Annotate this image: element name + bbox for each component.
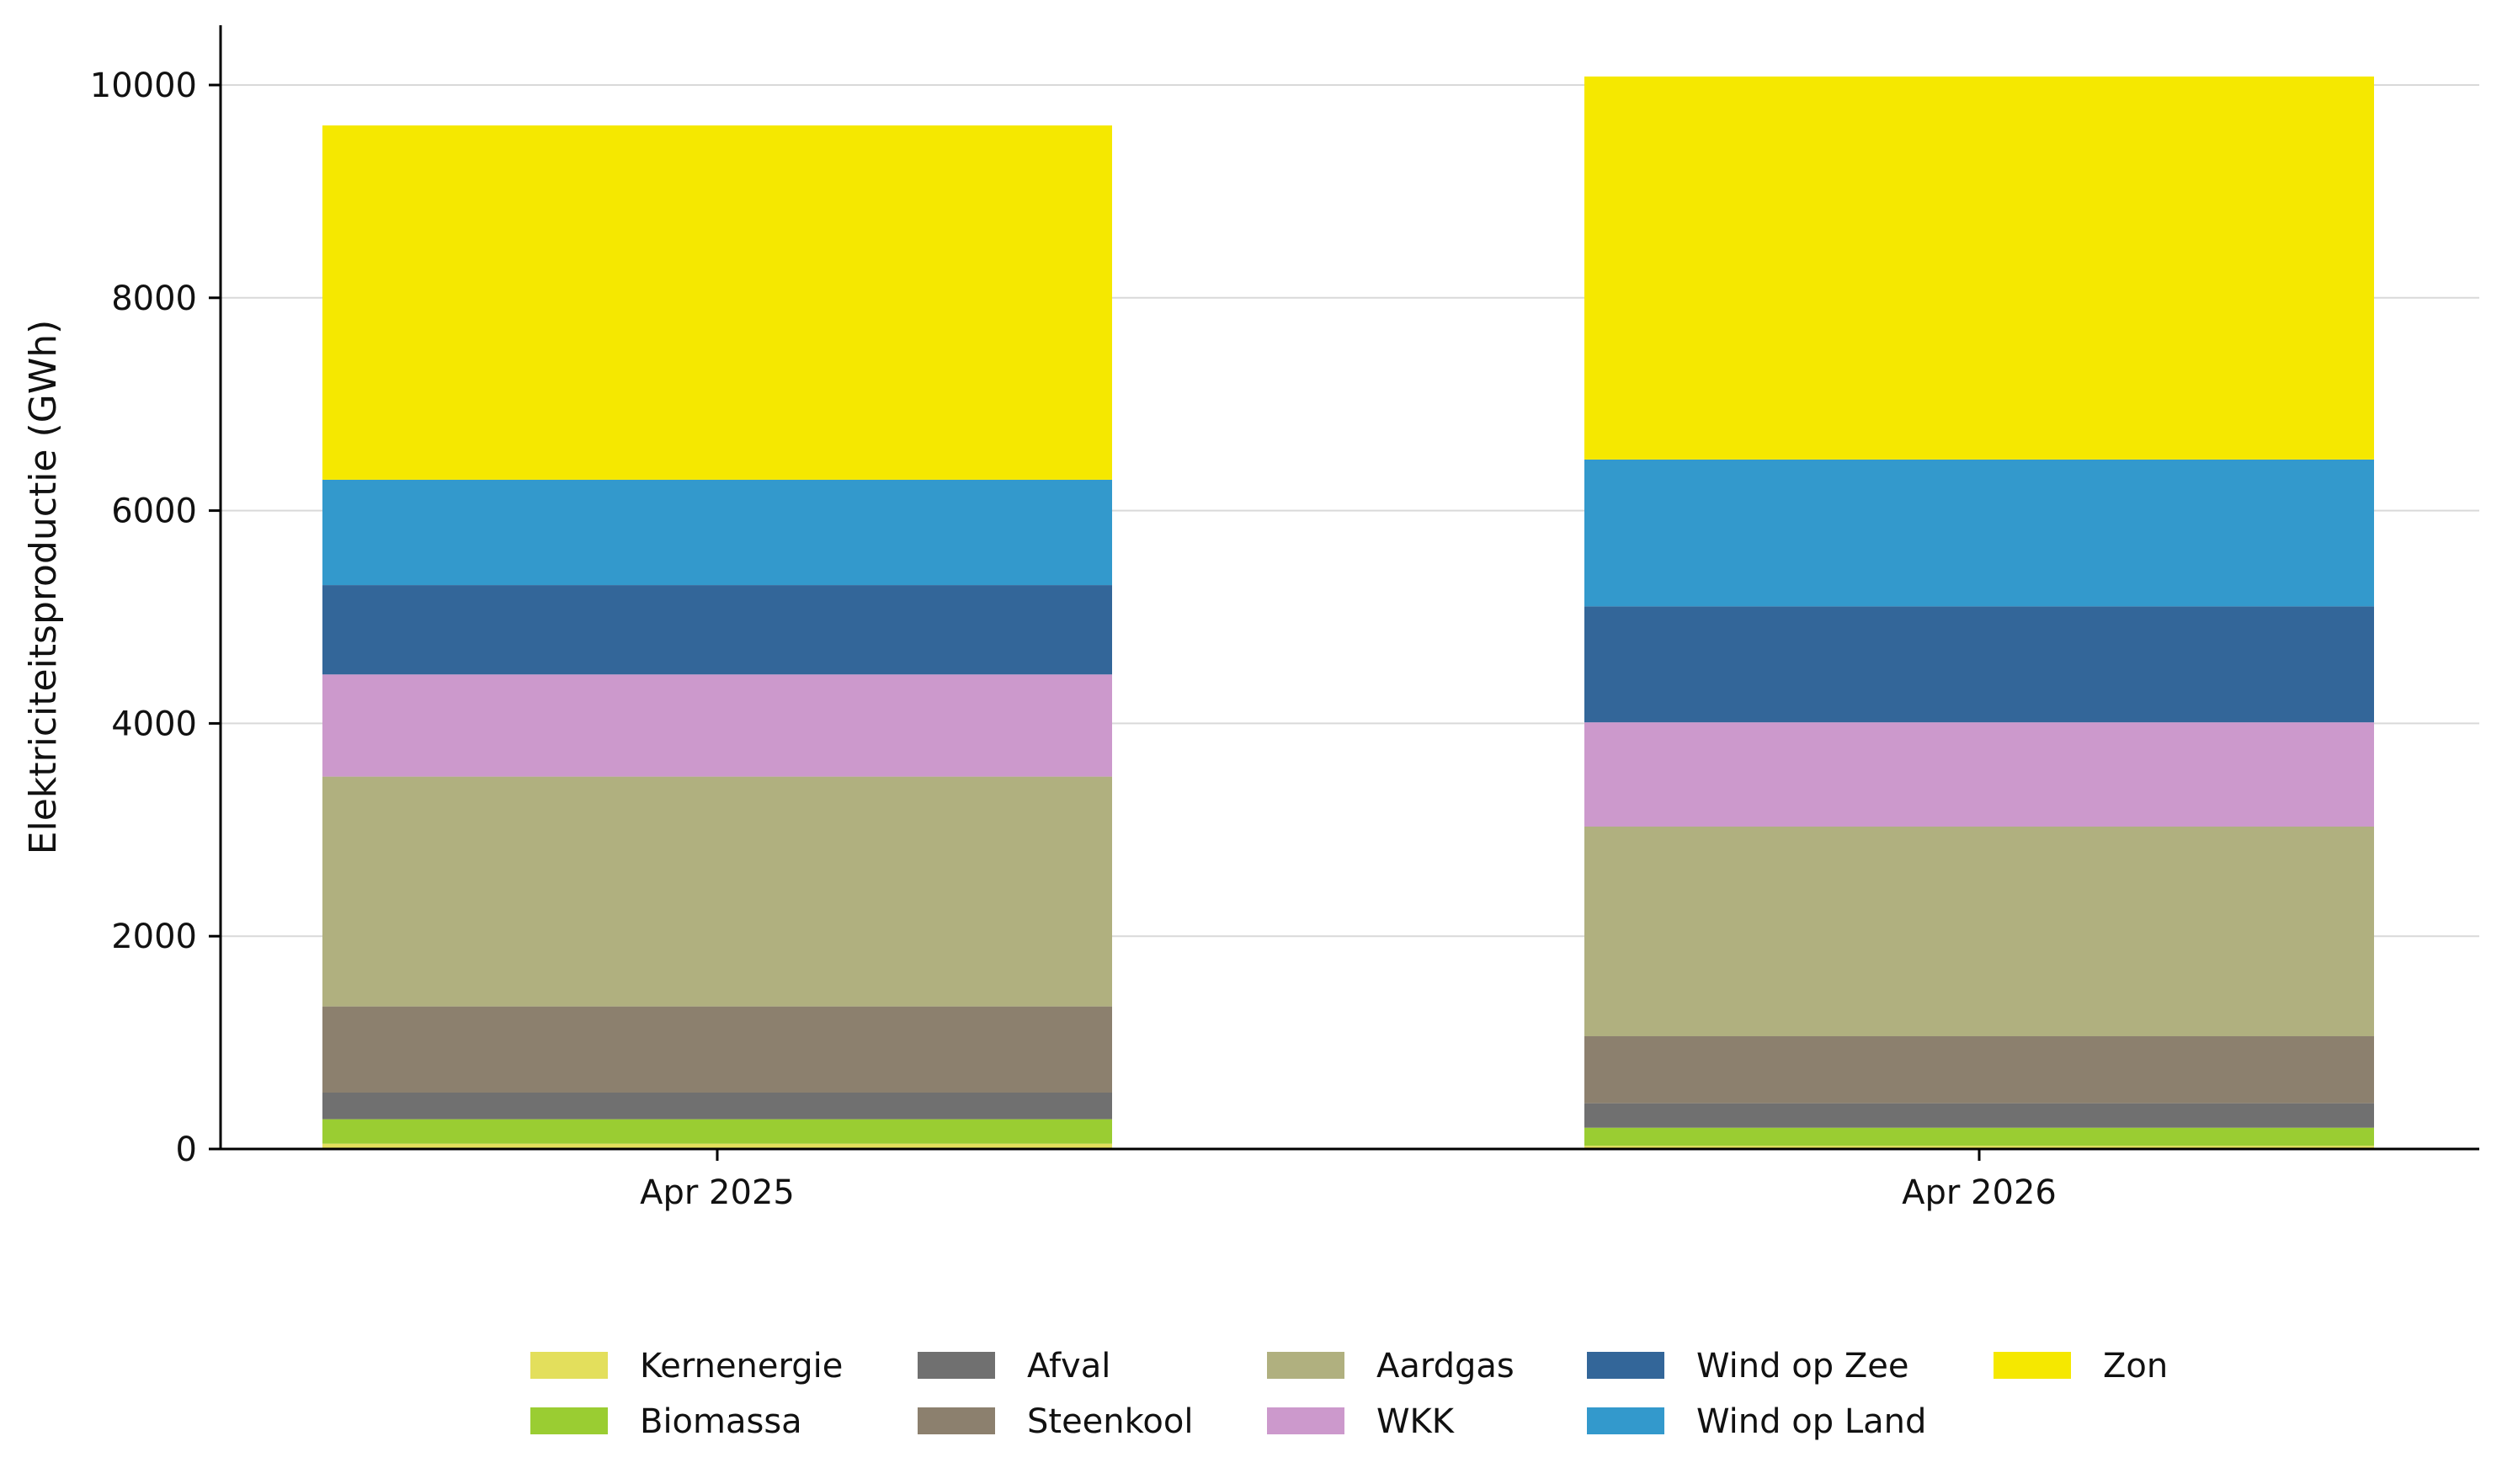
bar-segment-afval (322, 1093, 1112, 1120)
legend-swatch (1267, 1352, 1344, 1379)
y-axis-ticks: 0 2000 4000 6000 8000 10000 (90, 66, 221, 1169)
y-tick-label: 0 (176, 1130, 197, 1169)
bar-segment-afval (1584, 1103, 2374, 1128)
legend-swatch (1267, 1407, 1344, 1434)
legend-label: Wind op Zee (1696, 1347, 1908, 1386)
bar-segment-aardgas (322, 776, 1112, 1007)
legend-label: Aardgas (1376, 1347, 1515, 1386)
bar-segment-zon (1584, 76, 2374, 460)
legend-label: Wind op Land (1696, 1402, 1926, 1441)
legend-swatch (918, 1407, 995, 1434)
bar-segment-kernenergie (322, 1143, 1112, 1149)
y-tick-label: 2000 (111, 918, 197, 956)
y-tick-label: 4000 (111, 705, 197, 743)
bar-segment-biomassa (322, 1119, 1112, 1144)
bar-segment-steenkool (1584, 1036, 2374, 1104)
legend-swatch (1587, 1407, 1664, 1434)
legend-swatch (530, 1352, 608, 1379)
legend-label: Steenkool (1027, 1402, 1193, 1441)
y-axis-title: Elektriciteitsproductie (GWh) (22, 320, 65, 855)
bar-segment-wkk (1584, 722, 2374, 827)
bar-segment-aardgas (1584, 827, 2374, 1037)
axes (219, 25, 2479, 1151)
bar-segment-wind-op-zee (1584, 606, 2374, 723)
legend-item: Biomassa (530, 1402, 802, 1441)
y-tick-label: 8000 (111, 279, 197, 318)
legend-item: Wind op Zee (1587, 1347, 1908, 1386)
legend-item: Wind op Land (1587, 1402, 1926, 1441)
legend-swatch (1994, 1352, 2071, 1379)
y-tick-label: 6000 (111, 492, 197, 531)
legend-item: Aardgas (1267, 1347, 1515, 1386)
x-tick-label: Apr 2026 (1902, 1173, 2057, 1212)
x-tick-label: Apr 2025 (640, 1173, 795, 1212)
legend-label: Zon (2103, 1347, 2168, 1386)
bar-segment-wkk (322, 674, 1112, 777)
legend-swatch (1587, 1352, 1664, 1379)
bar-segment-wind-op-zee (322, 585, 1112, 675)
bars (322, 76, 2374, 1149)
y-tick-label: 10000 (90, 66, 197, 105)
legend-label: Biomassa (640, 1402, 802, 1441)
bar-stack (322, 125, 1112, 1149)
x-axis-ticks: Apr 2025 Apr 2026 (640, 1149, 2057, 1212)
legend-item: Kernenergie (530, 1347, 843, 1386)
legend-item: Steenkool (918, 1402, 1193, 1441)
legend-label: Kernenergie (640, 1347, 843, 1386)
legend-swatch (530, 1407, 608, 1434)
legend-item: WKK (1267, 1402, 1456, 1441)
legend-label: WKK (1376, 1402, 1456, 1441)
legend: Kernenergie Biomassa Afval Steenkool Aardgas… (530, 1347, 2168, 1441)
legend-label: Afval (1027, 1347, 1110, 1386)
bar-stack (1584, 76, 2374, 1149)
bar-segment-wind-op-land (1584, 459, 2374, 607)
legend-item: Zon (1994, 1347, 2168, 1386)
bar-segment-zon (322, 125, 1112, 480)
legend-item: Afval (918, 1347, 1110, 1386)
bar-segment-biomassa (1584, 1127, 2374, 1146)
bar-segment-steenkool (322, 1006, 1112, 1093)
bar-segment-kernenergie (1584, 1146, 2374, 1149)
bar-segment-wind-op-land (322, 479, 1112, 586)
legend-swatch (918, 1352, 995, 1379)
